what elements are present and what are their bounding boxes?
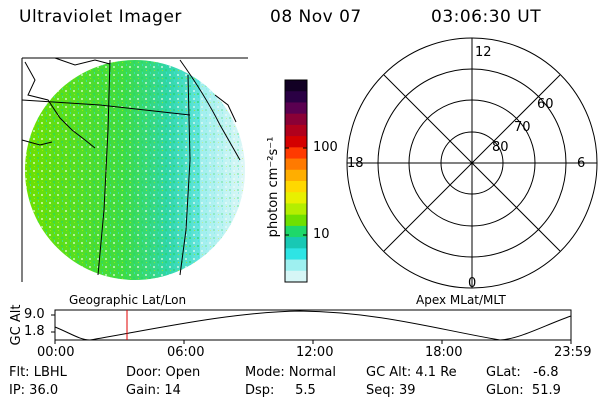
colorbar-swatch (285, 214, 307, 227)
colorbar-tick-100: 100 (313, 140, 338, 155)
time-tick-2359: 23:59 (554, 345, 592, 360)
colorbar-swatch (285, 147, 307, 160)
colorbar-ticks (285, 147, 307, 236)
altitude-axis-label: GC Alt (9, 304, 24, 346)
colorbar-swatch (285, 181, 307, 193)
altitude-tick-max: 9.0 (24, 307, 45, 322)
colorbar-swatch (285, 169, 307, 182)
image-frame (21, 57, 248, 282)
mode-status: Mode: Normal (245, 365, 336, 380)
altitude-curve (54, 310, 572, 341)
observation-date: 08 Nov 07 (270, 7, 362, 27)
mlat-label-80: 80 (492, 140, 509, 155)
mlt-label-6: 6 (577, 156, 586, 171)
time-tick-1200: 12:00 (296, 345, 334, 360)
colorbar-swatch (285, 80, 307, 92)
colorbar-tick-10: 10 (313, 227, 330, 242)
ip-status: IP: 36.0 (9, 383, 59, 398)
colorbar-swatch (285, 270, 307, 283)
colorbar-swatch (285, 136, 307, 148)
instrument-title: Ultraviolet Imager (19, 7, 182, 27)
mlt-label-18: 18 (347, 156, 364, 171)
observation-time: 03:06:30 UT (431, 7, 542, 27)
colorbar-swatch (285, 192, 307, 204)
mlt-label-0: 0 (468, 276, 477, 291)
polar-coordinate-label: Apex MLat/MLT (416, 293, 506, 307)
colorbar-swatch (285, 203, 307, 216)
glat-status: GLat: -6.8 (486, 365, 559, 380)
altitude-strip (51, 309, 572, 344)
colorbar-swatch (285, 113, 307, 126)
colorbar-swatch (285, 124, 307, 137)
time-tick-1800: 18:00 (425, 345, 463, 360)
dsp-status: Dsp: 5.5 (245, 383, 316, 398)
colorbar-swatch (285, 237, 307, 249)
time-tick-0600: 06:00 (167, 345, 205, 360)
colorbar-swatch (285, 225, 307, 238)
colorbar-label: photon cm⁻²s⁻¹ (266, 136, 281, 238)
glon-status: GLon: 51.9 (486, 383, 561, 398)
uvi-image-disk (25, 60, 245, 280)
colorbar-swatch (285, 158, 307, 171)
filter-status: Flt: LBHL (9, 365, 67, 380)
colorbar-swatch (285, 259, 307, 272)
altitude-tick-min: 1.8 (24, 324, 45, 339)
gain-status: Gain: 14 (126, 383, 181, 398)
coastline (21, 57, 237, 149)
colorbar-frame (284, 79, 308, 283)
door-status: Door: Open (126, 365, 201, 380)
colorbar-swatch (285, 248, 307, 261)
mlat-label-60: 60 (537, 97, 554, 112)
colorbar (284, 79, 308, 283)
colorbar-swatch (285, 102, 307, 115)
image-coordinate-label: Geographic Lat/Lon (69, 293, 187, 307)
polar-plot (346, 37, 598, 289)
time-tick-0000: 00:00 (37, 345, 75, 360)
geographic-grid (21, 59, 241, 276)
sequence-status: Seq: 39 (366, 383, 416, 398)
colorbar-swatch (285, 91, 307, 103)
mlat-label-70: 70 (514, 120, 531, 135)
mlt-label-12: 12 (475, 45, 492, 60)
gc-altitude-status: GC Alt: 4.1 Re (366, 365, 457, 380)
